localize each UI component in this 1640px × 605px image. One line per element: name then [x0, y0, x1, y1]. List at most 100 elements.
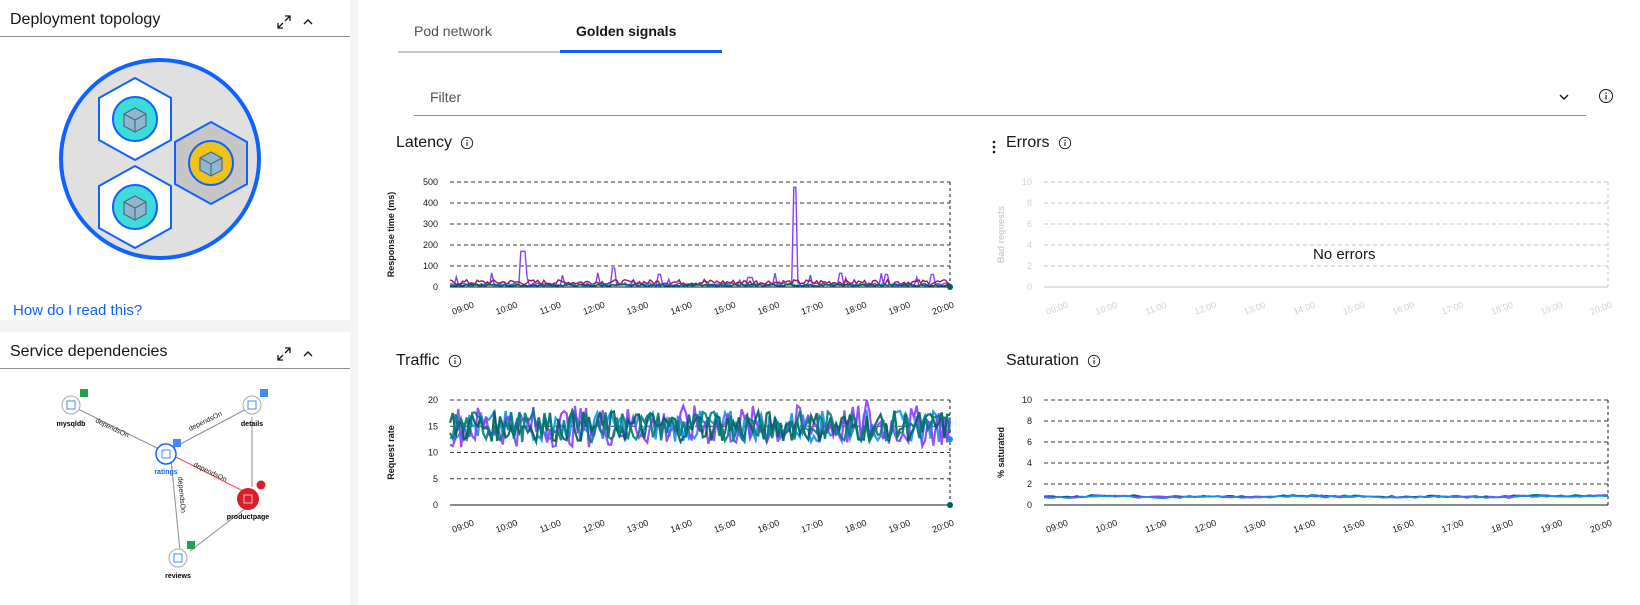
- errors-chart[interactable]: 10 8 6 4 2 0 09:00 10:00 11:00 12:00 13:00 14:00 15:…: [996, 170, 1616, 330]
- x-tick-label: 20:00: [931, 300, 956, 317]
- latency-end-marker: [947, 284, 953, 290]
- x-tick-label: 17:00: [1440, 518, 1465, 535]
- card-header: Service dependencies: [0, 332, 350, 369]
- node-productpage[interactable]: productpage: [227, 480, 269, 522]
- traffic-series-line: [449, 406, 952, 445]
- deployment-topology-card: Deployment topology: [0, 0, 350, 320]
- x-tick-label: 09:00: [451, 300, 476, 317]
- x-tick-label: 13:00: [1242, 300, 1267, 317]
- y-axis-label: Request rate: [386, 425, 396, 480]
- chevron-up-icon[interactable]: [301, 347, 315, 361]
- info-icon[interactable]: [1598, 88, 1614, 104]
- x-tick-label: 20:00: [931, 518, 956, 535]
- saturation-chart[interactable]: 10 8 6 4 2 0 09:00 10:00 11:00 12:00 13:00 14:00 15:…: [996, 388, 1616, 548]
- x-tick-label: 15:00: [1341, 300, 1366, 317]
- pod-hexagon[interactable]: [98, 76, 172, 162]
- tab-golden-signals[interactable]: Golden signals: [560, 14, 722, 53]
- saturation-series-line: [1043, 494, 1609, 500]
- info-icon[interactable]: [448, 354, 462, 368]
- y-tick-label: 0: [1027, 282, 1032, 292]
- x-tick-label: 18:00: [1490, 518, 1515, 535]
- pod-hexagon[interactable]: [98, 164, 172, 250]
- x-tick-label: 14:00: [1292, 518, 1317, 535]
- card-title: Service dependencies: [10, 343, 168, 360]
- x-tick-label: 11:00: [1144, 300, 1168, 317]
- x-tick-label: 15:00: [712, 300, 737, 317]
- x-tick-label: 19:00: [887, 300, 912, 317]
- y-tick-label: 2: [1027, 479, 1032, 489]
- left-sidebar: Deployment topology: [0, 0, 350, 605]
- latency-series-line: [449, 283, 951, 288]
- filter-dropdown[interactable]: Filter: [414, 80, 1586, 116]
- edge-label: dependsOn: [176, 477, 186, 514]
- y-axis-label: Bad requests: [996, 206, 1006, 263]
- x-tick-label: 13:00: [625, 300, 650, 317]
- x-tick-label: 13:00: [1242, 518, 1267, 535]
- traffic-zero-marker: [947, 502, 953, 508]
- x-tick-label: 09:00: [451, 518, 476, 535]
- tab-list: Pod network Golden signals: [398, 14, 722, 53]
- info-icon[interactable]: [1087, 354, 1101, 368]
- x-tick-label: 09:00: [1045, 518, 1070, 535]
- y-tick-label: 200: [423, 240, 438, 250]
- y-tick-label: 0: [1027, 500, 1032, 510]
- y-axis-label: Response time (ms): [386, 192, 396, 278]
- y-tick-label: 100: [423, 261, 438, 271]
- how-to-read-link[interactable]: How do I read this?: [13, 302, 143, 319]
- y-tick-label: 2: [1027, 261, 1032, 271]
- traffic-series-line: [449, 408, 952, 446]
- x-tick-label: 17:00: [1440, 300, 1465, 317]
- node-mysqldb[interactable]: mysqldb: [57, 389, 88, 428]
- y-tick-label: 10: [428, 448, 438, 458]
- expand-icon[interactable]: [277, 15, 291, 29]
- x-tick-label: 15:00: [712, 518, 737, 535]
- y-tick-label: 10: [1022, 395, 1032, 405]
- node-reviews[interactable]: reviews: [165, 541, 195, 580]
- tab-pod-network[interactable]: Pod network: [398, 14, 560, 53]
- x-tick-label: 12:00: [1193, 518, 1218, 535]
- node-label: mysqldb: [57, 421, 86, 428]
- x-tick-label: 14:00: [669, 518, 694, 535]
- x-tick-label: 11:00: [538, 518, 562, 535]
- latency-title: Latency: [396, 134, 474, 152]
- x-tick-label: 12:00: [1193, 300, 1218, 317]
- node-ratings[interactable]: ratings: [154, 439, 181, 476]
- node-label: details: [241, 421, 263, 428]
- traffic-series-line: [448, 407, 951, 447]
- card-title: Deployment topology: [10, 11, 161, 28]
- y-tick-label: 0: [433, 500, 438, 510]
- y-tick-label: 300: [423, 219, 438, 229]
- x-tick-label: 12:00: [582, 518, 607, 535]
- edge-label: dependsOn: [192, 462, 228, 484]
- edge-label: dependsOn: [188, 411, 224, 433]
- node-details[interactable]: details: [241, 389, 268, 428]
- pod-hexagon[interactable]: [174, 120, 248, 206]
- info-icon[interactable]: [1058, 136, 1072, 150]
- x-tick-label: 17:00: [800, 518, 825, 535]
- y-tick-label: 0: [433, 282, 438, 292]
- info-icon[interactable]: [460, 136, 474, 150]
- main-panel: Pod network Golden signals Filter Latenc…: [358, 0, 1640, 605]
- x-tick-label: 20:00: [1589, 300, 1614, 317]
- chevron-up-icon[interactable]: [301, 15, 315, 29]
- y-tick-label: 20: [428, 395, 438, 405]
- y-tick-label: 4: [1027, 240, 1032, 250]
- node-label: productpage: [227, 514, 269, 521]
- errors-title: Errors: [1006, 134, 1072, 152]
- x-tick-label: 16:00: [1391, 518, 1416, 535]
- dependency-graph[interactable]: dependsOn dependsOn dependsOn dependsOn …: [0, 369, 350, 605]
- y-tick-label: 5: [433, 474, 438, 484]
- y-axis-label: % saturated: [996, 427, 1006, 478]
- expand-icon[interactable]: [277, 347, 291, 361]
- overflow-menu-icon[interactable]: [992, 140, 996, 154]
- x-tick-label: 20:00: [1589, 518, 1614, 535]
- x-tick-label: 16:00: [756, 300, 781, 317]
- y-tick-label: 6: [1027, 219, 1032, 229]
- x-tick-label: 10:00: [1094, 518, 1119, 535]
- x-tick-label: 16:00: [756, 518, 781, 535]
- topology-graphic[interactable]: [0, 40, 350, 280]
- x-tick-label: 19:00: [1539, 300, 1564, 317]
- y-tick-label: 10: [1022, 177, 1032, 187]
- traffic-chart[interactable]: 20 15 10 5 0 09:00 10:00 11:00 12:00 13:00 14:00 15…: [386, 388, 986, 548]
- latency-chart[interactable]: 500 400 300 200 100 0 09:00 10:00 11:00 12:00 13:0…: [386, 170, 986, 330]
